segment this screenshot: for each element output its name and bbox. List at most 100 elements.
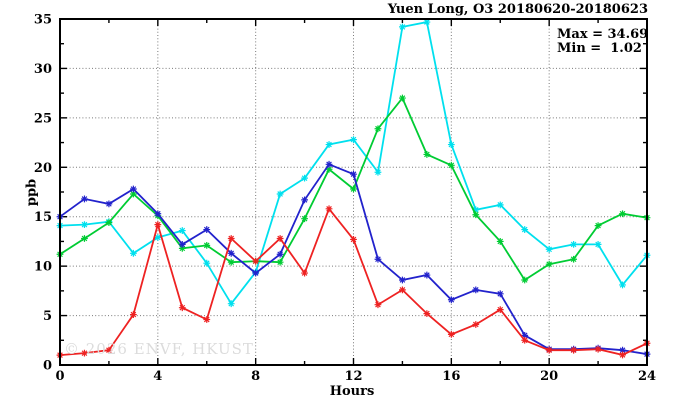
data-point-marker	[594, 222, 602, 230]
data-point-marker	[570, 255, 578, 263]
data-point-marker	[423, 271, 431, 279]
x-tick-label-20: 20	[540, 369, 558, 384]
data-point-marker	[105, 200, 113, 208]
data-point-marker	[521, 331, 529, 339]
data-point-marker	[423, 151, 431, 158]
data-point-marker	[325, 205, 333, 213]
data-point-marker	[203, 226, 211, 233]
data-point-marker	[399, 286, 406, 294]
data-point-marker	[227, 300, 235, 308]
y-tick-label-10: 10	[34, 260, 52, 275]
data-point-marker	[619, 281, 626, 289]
data-point-marker	[276, 250, 284, 258]
y-tick-label-20: 20	[34, 161, 52, 176]
data-point-marker	[447, 330, 455, 338]
data-point-marker	[619, 351, 626, 359]
data-point-marker	[374, 255, 382, 263]
data-point-marker	[399, 94, 406, 102]
data-point-marker	[472, 211, 480, 219]
data-point-marker	[521, 226, 529, 233]
series-day-cyan	[56, 18, 651, 308]
data-point-marker	[325, 165, 333, 173]
data-point-marker	[203, 316, 211, 323]
data-point-marker	[521, 336, 529, 344]
y-axis-label: ppb	[24, 178, 40, 207]
data-point-marker	[325, 160, 333, 168]
data-point-marker	[594, 345, 602, 353]
data-point-marker	[447, 161, 455, 169]
data-point-marker	[399, 276, 406, 284]
data-point-marker	[154, 221, 162, 229]
data-point-marker	[496, 238, 504, 245]
data-point-marker	[276, 190, 284, 198]
x-axis-label: Hours	[329, 384, 375, 399]
y-tick-label-30: 30	[34, 62, 52, 77]
data-point-marker	[545, 346, 553, 354]
data-point-marker	[350, 185, 357, 193]
data-point-marker	[129, 190, 137, 198]
data-point-marker	[252, 257, 260, 265]
min-annotation: Min = 1.02	[557, 41, 642, 56]
data-point-marker	[374, 125, 382, 133]
data-point-marker	[619, 210, 626, 218]
chart-title: Yuen Long, O3 20180620-20180623	[387, 2, 648, 17]
data-point-marker	[472, 206, 480, 214]
data-point-marker	[178, 240, 186, 248]
data-point-marker	[227, 235, 235, 242]
x-tick-label-12: 12	[344, 369, 362, 384]
data-point-marker	[129, 311, 137, 318]
data-point-marker	[81, 195, 88, 203]
data-point-marker	[129, 249, 137, 257]
data-point-marker	[521, 276, 529, 284]
data-point-marker	[496, 290, 504, 298]
data-point-marker	[545, 245, 553, 253]
x-tick-label-16: 16	[442, 369, 460, 384]
data-point-marker	[350, 170, 357, 178]
data-point-marker	[399, 23, 406, 31]
watermark: © 2026 ENVF, HKUST	[64, 340, 254, 358]
data-point-marker	[81, 221, 88, 229]
data-point-marker	[545, 260, 553, 268]
y-tick-label-0: 0	[43, 359, 52, 374]
data-point-marker	[276, 235, 284, 242]
data-point-marker	[203, 259, 211, 267]
plot-border	[59, 18, 648, 366]
data-point-marker	[374, 168, 382, 176]
data-point-marker	[496, 201, 504, 209]
data-point-marker	[129, 185, 137, 193]
data-point-marker	[203, 241, 211, 249]
data-point-marker	[81, 235, 88, 242]
data-point-marker	[325, 141, 333, 148]
data-point-marker	[496, 306, 504, 314]
data-point-marker	[105, 346, 113, 354]
series-day-red	[56, 205, 651, 359]
x-tick-label-4: 4	[153, 369, 162, 384]
data-point-marker	[472, 321, 480, 328]
y-tick-label-5: 5	[43, 309, 52, 324]
data-point-marker	[619, 346, 626, 354]
data-point-marker	[447, 296, 455, 304]
series-day-green	[56, 94, 651, 284]
max-annotation: Max = 34.69	[557, 27, 649, 42]
data-point-marker	[350, 136, 357, 144]
data-point-marker	[227, 249, 235, 257]
data-point-marker	[178, 227, 186, 234]
data-point-marker	[472, 286, 480, 294]
data-point-marker	[301, 215, 308, 223]
data-point-marker	[227, 258, 235, 266]
data-point-marker	[594, 240, 602, 248]
data-point-marker	[301, 269, 308, 277]
data-point-marker	[178, 244, 186, 252]
data-point-marker	[154, 210, 162, 218]
data-point-marker	[276, 258, 284, 266]
data-point-marker	[350, 236, 357, 243]
data-point-marker	[154, 234, 162, 241]
data-point-marker	[252, 269, 260, 277]
data-point-marker	[301, 174, 308, 182]
y-tick-label-35: 35	[34, 13, 52, 28]
y-tick-label-15: 15	[34, 210, 52, 225]
data-point-marker	[570, 240, 578, 248]
x-tick-label-24: 24	[638, 369, 656, 384]
